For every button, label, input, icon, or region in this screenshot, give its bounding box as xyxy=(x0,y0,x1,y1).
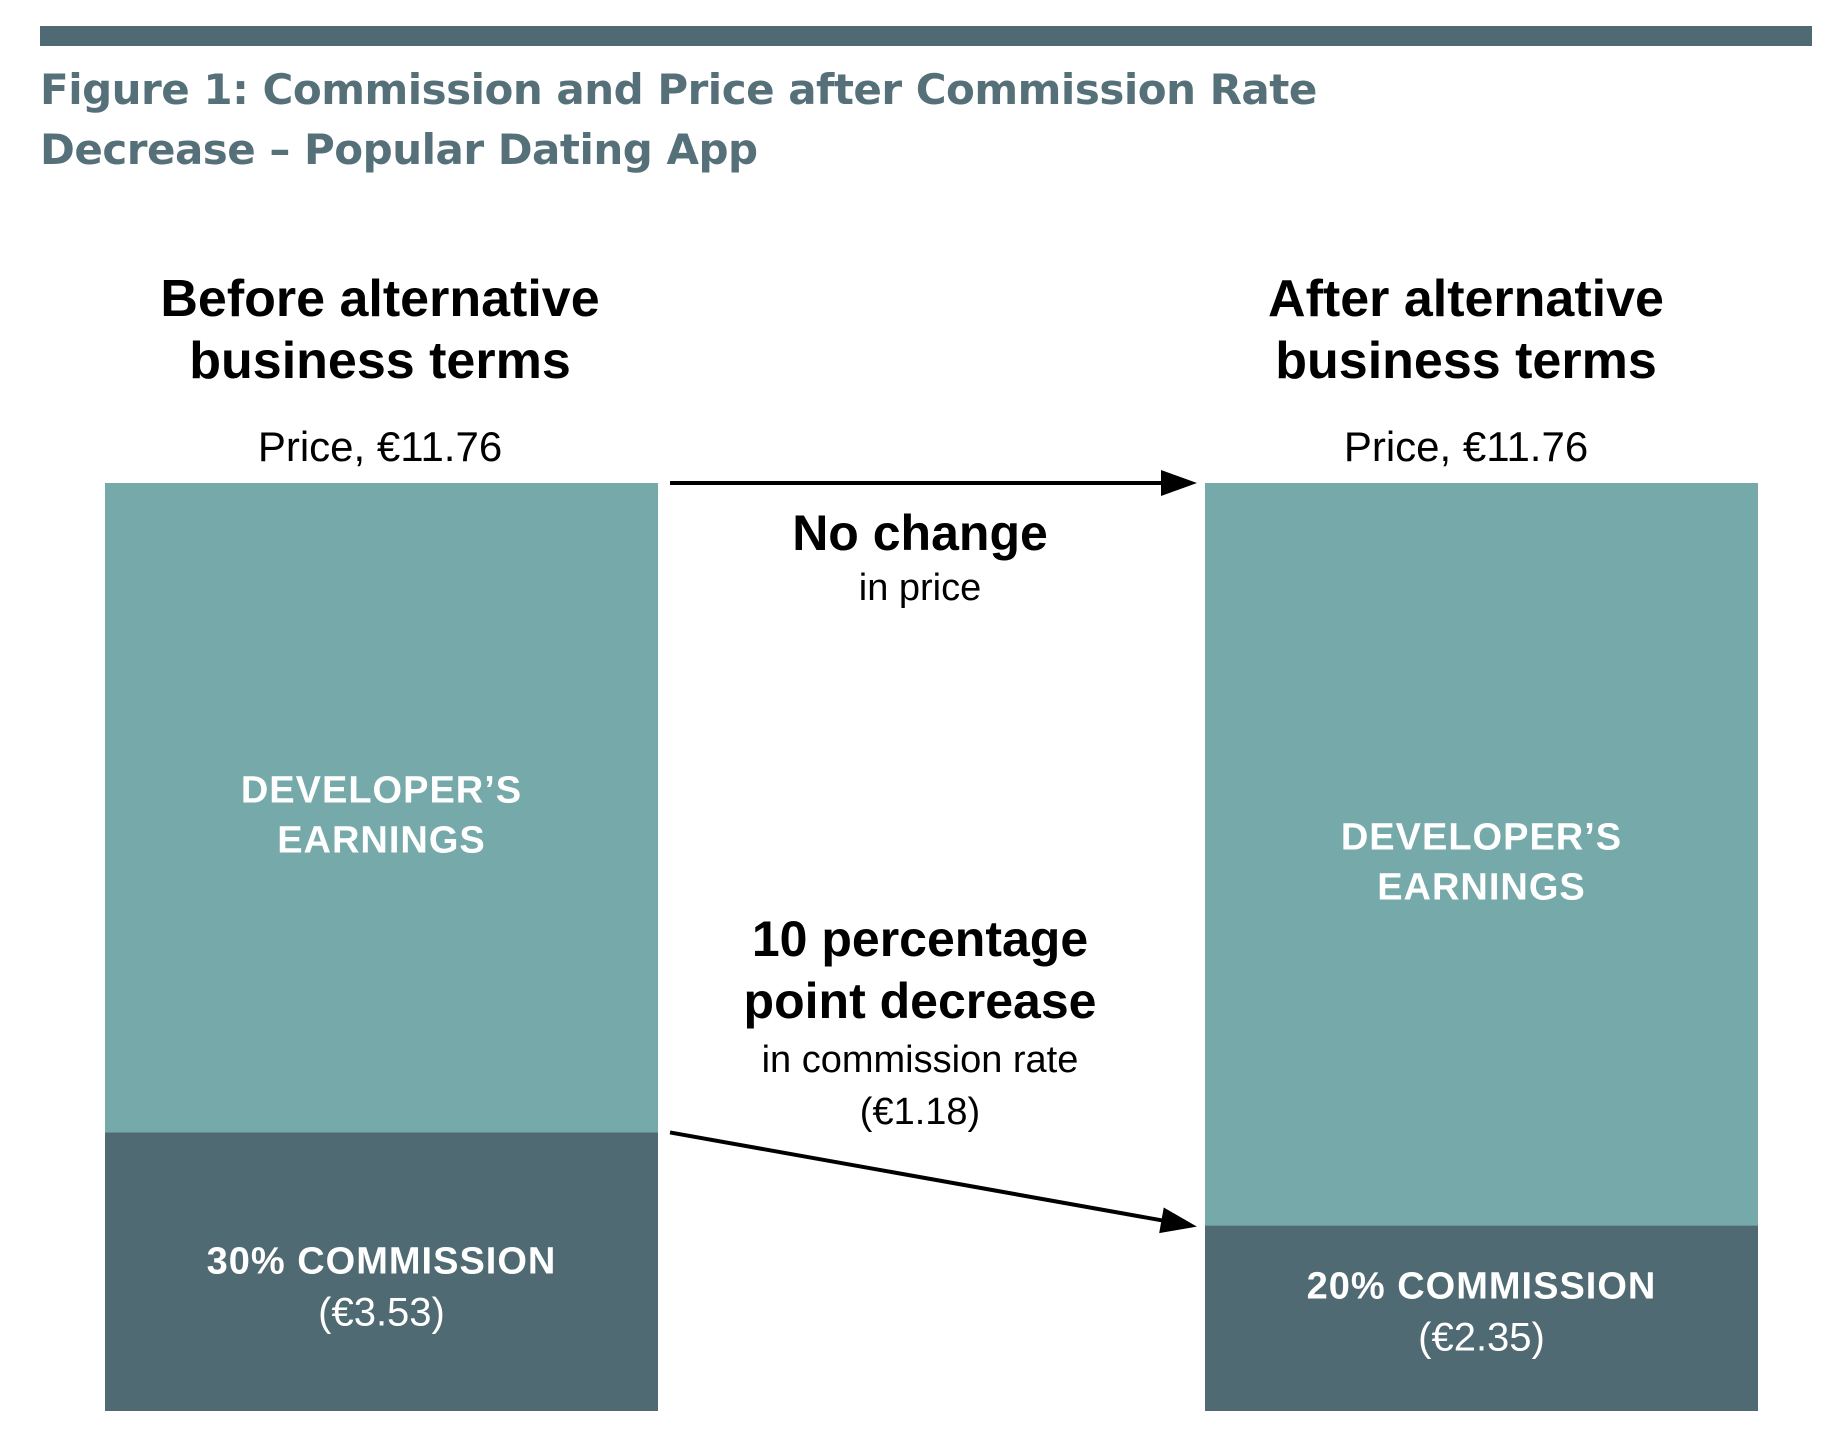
price-arrowhead xyxy=(1161,470,1197,496)
figure-title: Figure 1: Commission and Price after Com… xyxy=(40,60,1440,180)
after-earnings-label-line-1: DEVELOPER’S xyxy=(1341,816,1622,858)
figure-title-line-2: Decrease – Popular Dating App xyxy=(40,125,758,174)
commission-arrowhead xyxy=(1159,1207,1197,1234)
after-commission-segment xyxy=(1205,1225,1758,1411)
after-earnings-label-line-2: EARNINGS xyxy=(1377,866,1586,908)
before-developer-earnings-segment xyxy=(105,483,658,1133)
before-commission-value: (€3.53) xyxy=(318,1291,445,1335)
before-commission-label: 30% COMMISSION xyxy=(207,1241,557,1283)
top-rule xyxy=(40,26,1812,46)
after-column-heading: After alternative business terms xyxy=(1268,270,1664,390)
no-change-annotation-heading: No change xyxy=(792,505,1048,561)
before-price-label: Price, €11.76 xyxy=(257,423,503,470)
decrease-annotation-subtext: in commission rate (€1.18) xyxy=(761,1039,1079,1133)
before-earnings-label-line-1: DEVELOPER’S xyxy=(241,770,522,812)
after-commission-label: 20% COMMISSION xyxy=(1307,1265,1657,1307)
after-developer-earnings-segment xyxy=(1205,483,1758,1226)
no-change-annotation-subtext: in price xyxy=(858,567,982,609)
after-price-label: Price, €11.76 xyxy=(1343,423,1589,470)
before-earnings-label-line-2: EARNINGS xyxy=(277,820,486,862)
figure-title-line-1: Figure 1: Commission and Price after Com… xyxy=(40,65,1317,114)
after-commission-value: (€2.35) xyxy=(1418,1315,1545,1359)
before-commission-segment xyxy=(105,1132,658,1411)
before-column-heading: Before alternative business terms xyxy=(160,270,600,390)
decrease-annotation-heading: 10 percentage point decrease xyxy=(743,911,1097,1029)
commission-arrow xyxy=(669,1130,1193,1230)
